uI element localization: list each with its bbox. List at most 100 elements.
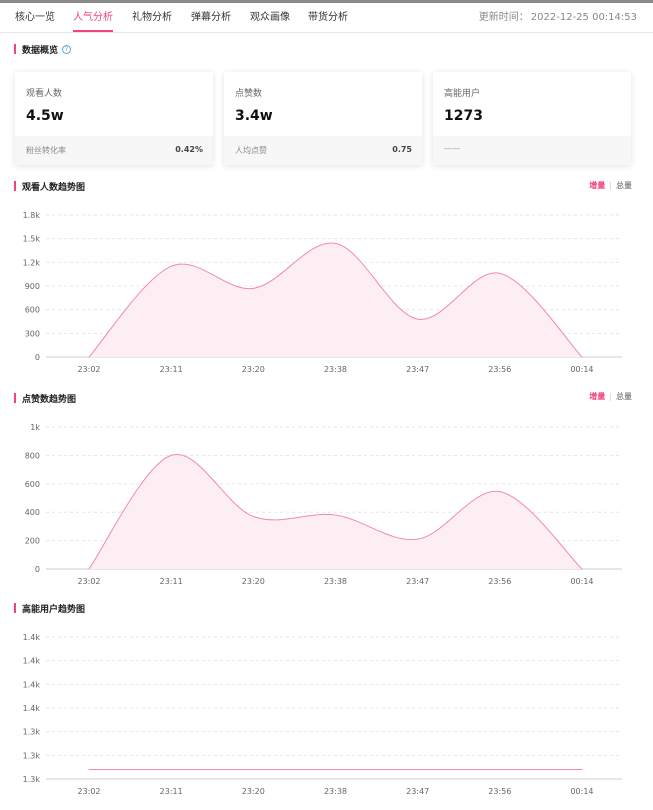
x-tick-label: 23:38 [324,577,347,586]
x-tick-label: 23:38 [324,365,347,374]
toggle-separator: | [609,181,612,190]
y-tick-label: 1.4k [23,657,41,666]
toggle-increment[interactable]: 增量 [589,392,606,401]
data-point [170,265,172,267]
data-point [581,568,583,570]
stat-footer-placeholder: —— [444,144,460,153]
data-point [499,272,501,274]
y-tick-label: 300 [25,329,40,338]
toggle-total[interactable]: 总量 [616,392,632,401]
y-tick-label: 1.4k [23,633,41,642]
tab-popularity-analysis[interactable]: 人气分析 [73,12,113,23]
y-tick-label: 1.4k [23,680,41,689]
question-circle-icon[interactable]: ? [62,44,72,54]
x-tick-label: 00:14 [570,577,593,586]
y-tick-label: 400 [25,508,40,517]
x-tick-label: 00:14 [570,787,593,796]
stat-label: 点赞数 [235,89,263,99]
stat-footer: 人均点赞 0.75 [224,136,422,165]
stat-card-likes: 点赞数 3.4w 人均点赞 0.75 [224,72,422,165]
x-tick-label: 23:56 [488,577,511,586]
update-time-value: 2022-12-25 00:14:53 [530,12,637,23]
y-tick-label: 900 [25,282,40,291]
toggle-separator: | [609,392,612,401]
x-tick-label: 23:38 [324,787,347,796]
chart-title-text: 点赞数趋势图 [22,394,77,405]
y-tick-label: 0 [35,353,40,362]
x-tick-label: 23:02 [77,365,100,374]
overview-title-text: 数据概览 [22,45,59,56]
viewers-mode-toggle: 增量 | 总量 [589,181,632,191]
x-tick-label: 23:56 [488,365,511,374]
stat-footer-value: 0.42% [175,145,203,154]
x-tick-label: 23:47 [406,365,429,374]
data-point [88,769,90,771]
tab-commerce-analysis[interactable]: 带货分析 [308,12,348,23]
data-point [88,568,90,570]
title-accent-bar [14,603,16,613]
viewers-trend-chart: 0 300 600 900 1.2k 1.5k 1.8k 23:02 23:11 23:20 23:… [23,211,622,374]
x-tick-label: 23:11 [160,787,183,796]
chart-title-text: 高能用户趋势图 [22,604,86,615]
toggle-total[interactable]: 总量 [616,181,632,190]
series-area [89,454,582,569]
y-tick-label: 1.5k [23,235,41,244]
update-time-label: 更新时间： [478,12,529,23]
tab-audience-profile[interactable]: 观众画像 [250,12,290,23]
data-point [417,538,419,540]
series-area [89,243,582,357]
tab-danmaku-analysis[interactable]: 弹幕分析 [191,12,231,23]
y-tick-label: 1.3k [23,775,41,784]
data-point [252,515,254,517]
data-point [499,491,501,493]
stat-footer: 粉丝转化率 0.42% [15,136,213,165]
top-bar [0,0,653,3]
likes-mode-toggle: 增量 | 总量 [589,392,632,402]
data-point [335,242,336,244]
title-accent-bar [14,181,16,191]
chart-title-viewers: 观看人数趋势图 [14,180,85,193]
stat-card-high-energy-users: 高能用户 1273 —— [433,72,631,165]
data-point [417,318,419,320]
x-tick-label: 23:11 [160,577,183,586]
toggle-increment[interactable]: 增量 [589,181,606,190]
data-point [581,356,583,358]
stat-footer-value: 0.75 [392,145,412,154]
stat-footer-label: 人均点赞 [235,146,267,155]
data-point [170,454,172,456]
y-tick-label: 600 [25,480,40,489]
high-energy-trend-chart: 1.3k 1.3k 1.3k 1.4k 1.4k 1.4k 1.4k 23:02 23:11 23… [23,633,622,796]
tab-core-overview[interactable]: 核心一览 [15,12,55,23]
stat-value: 3.4w [235,108,273,124]
x-tick-label: 23:02 [77,787,100,796]
tab-gift-analysis[interactable]: 礼物分析 [132,12,172,23]
overview-title: 数据概览 ? [14,43,72,56]
data-point [88,356,90,358]
x-tick-label: 23:02 [77,577,100,586]
title-accent-bar [14,393,16,403]
y-tick-label: 600 [25,306,40,315]
stat-value: 4.5w [26,108,64,124]
title-accent-bar [14,44,16,54]
data-point [581,769,583,771]
stat-card-viewers: 观看人数 4.5w 粉丝转化率 0.42% [15,72,213,165]
y-tick-label: 0 [35,565,40,574]
tab-bar: 核心一览 人气分析 礼物分析 弹幕分析 观众画像 带货分析 更新时间： 2022-… [0,3,653,33]
y-tick-label: 800 [25,451,40,460]
chart-title-high-energy: 高能用户趋势图 [14,602,86,615]
y-tick-label: 1.8k [23,211,41,220]
stat-label: 高能用户 [444,89,481,99]
data-point [252,287,254,289]
x-tick-label: 23:20 [242,365,265,374]
y-tick-label: 1.2k [23,258,41,267]
update-time: 更新时间： 2022-12-25 00:14:53 [479,11,637,25]
x-tick-label: 23:20 [242,787,265,796]
stat-footer: —— [433,136,631,165]
data-point [335,514,336,516]
y-tick-label: 1k [30,423,40,432]
x-tick-label: 00:14 [570,365,593,374]
x-tick-label: 23:11 [160,365,183,374]
y-tick-label: 1.3k [23,751,41,760]
stat-label: 观看人数 [26,89,63,99]
stat-value: 1273 [444,108,483,124]
